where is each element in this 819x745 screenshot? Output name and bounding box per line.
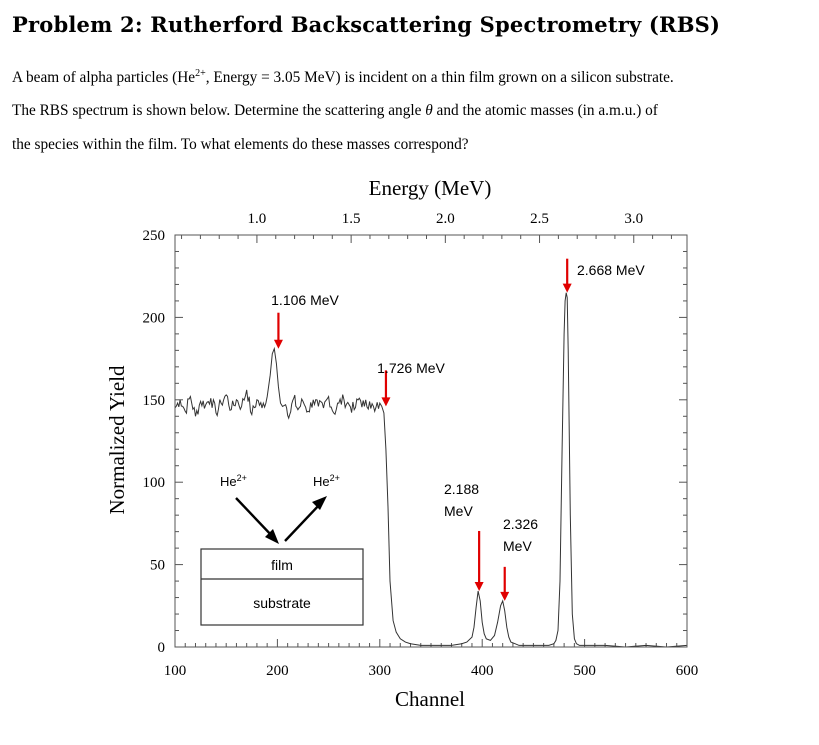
substrate-label: substrate [253, 595, 311, 611]
line-1-charge: 2+ [195, 68, 206, 79]
y-axis-title: Normalized Yield [105, 365, 129, 515]
x-tick-label: 400 [471, 663, 494, 679]
sample-outline [200, 548, 364, 626]
scattered-ion-label: He2+ [313, 473, 340, 489]
line-1-start: A beam of alpha particles (He [12, 69, 196, 87]
top-tick-label: 1.5 [342, 211, 361, 227]
inset-diagram: film substrate He2+ He2+ [200, 473, 364, 626]
problem-text-line-2: The RBS spectrum is shown below. Determi… [12, 102, 812, 120]
y-tick-label: 150 [143, 393, 166, 409]
incident-ion-label: He2+ [220, 473, 247, 489]
x-tick-label: 200 [266, 663, 289, 679]
top-tick-label: 2.5 [530, 211, 549, 227]
film-label: film [271, 557, 293, 573]
scattered-beam-line [284, 502, 322, 542]
peak-arrow-head [500, 591, 510, 601]
peak-energy-label: 1.106 MeV [271, 292, 339, 308]
problem-text-line-3: the species within the film. To what ele… [12, 136, 469, 153]
line-1-end: , Energy = 3.05 MeV) is incident on a th… [205, 69, 674, 87]
y-tick-label: 50 [150, 558, 165, 574]
line-2-end: and the atomic masses (in a.m.u.) of [432, 102, 658, 119]
top-tick-label: 2.0 [436, 211, 455, 227]
peak-energy-label: 1.726 MeV [377, 360, 445, 376]
peak-arrow-head [273, 339, 283, 349]
line-2-start: The RBS spectrum is shown below. Determi… [12, 102, 426, 119]
x-tick-label: 100 [164, 663, 187, 679]
x-tick-label: 500 [573, 663, 596, 679]
top-axis-title: Energy (MeV) [369, 176, 492, 200]
plot-frame [174, 234, 688, 648]
axis-tick-labels: 100 200 300 400 500 600 0 50 100 150 200 250 1.0 1.5 2… [143, 211, 699, 679]
peak-annotations: 1.106 MeV 1.726 MeV 2.188 MeV 2.326 MeV 2.668 … [271, 258, 645, 601]
top-tick-label: 3.0 [624, 211, 643, 227]
peak-energy-label: 2.188 MeV [444, 481, 479, 519]
problem-title: Problem 2: Rutherford Backscattering Spe… [12, 12, 721, 37]
problem-text-line-1: A beam of alpha particles (He2+, Energy … [12, 68, 812, 87]
x-tick-label: 300 [369, 663, 392, 679]
incident-arrow-head [265, 529, 279, 544]
y-tick-label: 250 [143, 228, 166, 244]
incident-beam-line [235, 497, 275, 539]
scattered-arrow-head [312, 496, 327, 510]
peak-arrow-head [562, 283, 572, 293]
x-axis-title: Channel [395, 687, 465, 711]
peak-energy-label: 2.326 MeV [503, 516, 538, 554]
y-tick-label: 200 [143, 310, 166, 326]
top-tick-label: 1.0 [248, 211, 267, 227]
peak-arrow-head [381, 397, 391, 407]
y-tick-label: 0 [158, 640, 166, 656]
peak-arrow-head [474, 581, 484, 591]
peak-energy-label: 2.668 MeV [577, 262, 645, 278]
theta-symbol: θ [425, 102, 433, 119]
spectrum-line [174, 292, 688, 648]
x-tick-label: 600 [676, 663, 699, 679]
y-tick-label: 100 [143, 475, 166, 491]
